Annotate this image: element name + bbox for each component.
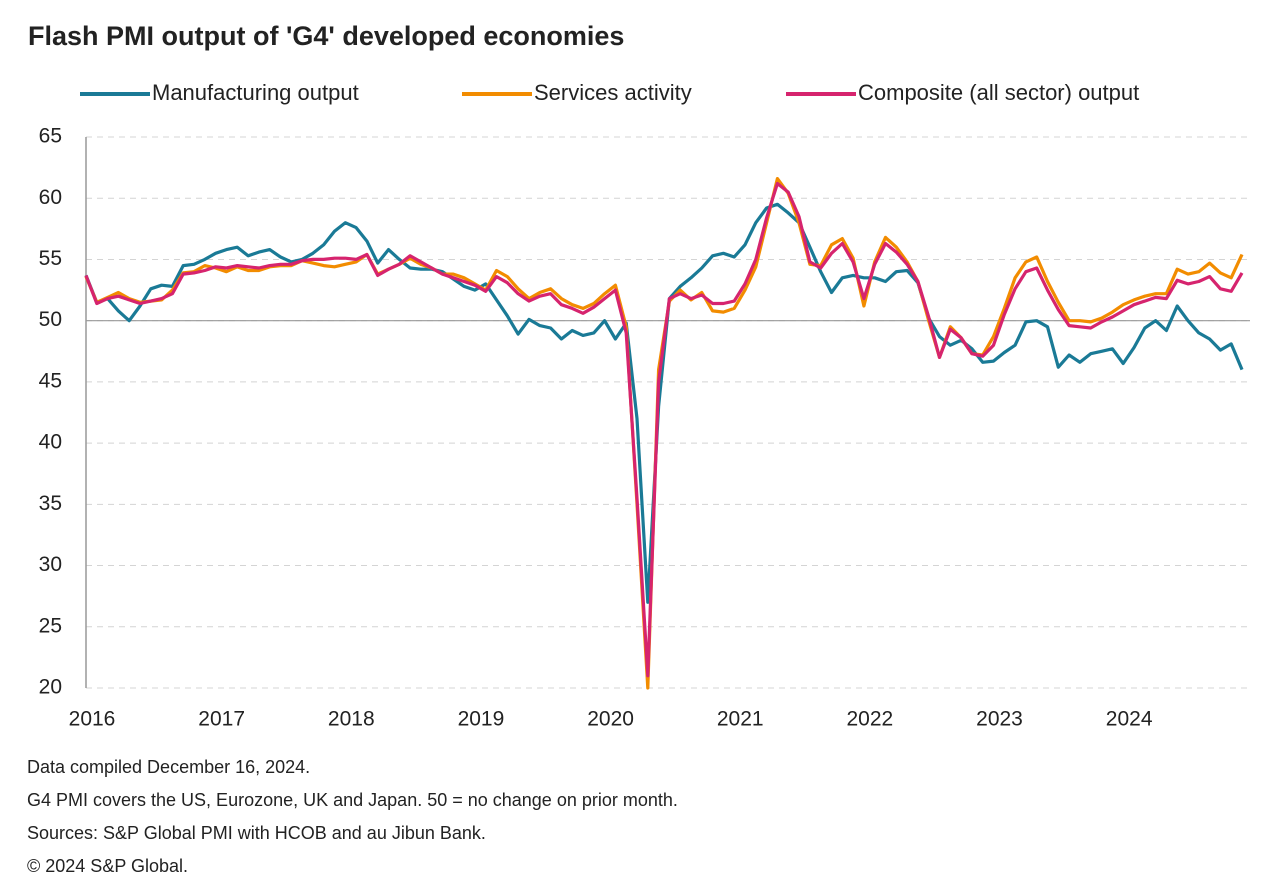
footnote: G4 PMI covers the US, Eurozone, UK and J… <box>27 790 678 810</box>
series-line <box>84 202 1244 604</box>
y-tick-label: 25 <box>39 614 62 637</box>
footnote: Data compiled December 16, 2024. <box>27 757 310 777</box>
x-tick-label: 2022 <box>847 708 894 731</box>
x-tick-label: 2023 <box>976 708 1023 731</box>
series-line <box>84 181 1244 678</box>
footnote: © 2024 S&P Global. <box>27 856 188 876</box>
x-tick-label: 2017 <box>198 708 245 731</box>
footnote: Sources: S&P Global PMI with HCOB and au… <box>27 823 486 843</box>
legend-label: Services activity <box>534 80 692 105</box>
legend-label: Manufacturing output <box>152 80 359 105</box>
y-tick-label: 50 <box>39 308 62 331</box>
x-tick-label: 2024 <box>1106 708 1153 731</box>
y-tick-label: 20 <box>39 676 62 699</box>
legend-label: Composite (all sector) output <box>858 80 1139 105</box>
chart-title: Flash PMI output of 'G4' developed econo… <box>28 21 624 51</box>
y-tick-label: 60 <box>39 186 62 209</box>
x-tick-label: 2016 <box>69 708 116 731</box>
y-tick-label: 40 <box>39 431 62 454</box>
x-tick-label: 2019 <box>458 708 505 731</box>
y-tick-label: 65 <box>39 125 62 148</box>
y-tick-label: 30 <box>39 553 62 576</box>
x-tick-label: 2021 <box>717 708 764 731</box>
y-tick-label: 35 <box>39 492 62 515</box>
y-tick-label: 45 <box>39 369 62 392</box>
y-tick-label: 55 <box>39 247 62 270</box>
series-line <box>84 177 1244 690</box>
x-tick-label: 2018 <box>328 708 375 731</box>
x-tick-label: 2020 <box>587 708 634 731</box>
